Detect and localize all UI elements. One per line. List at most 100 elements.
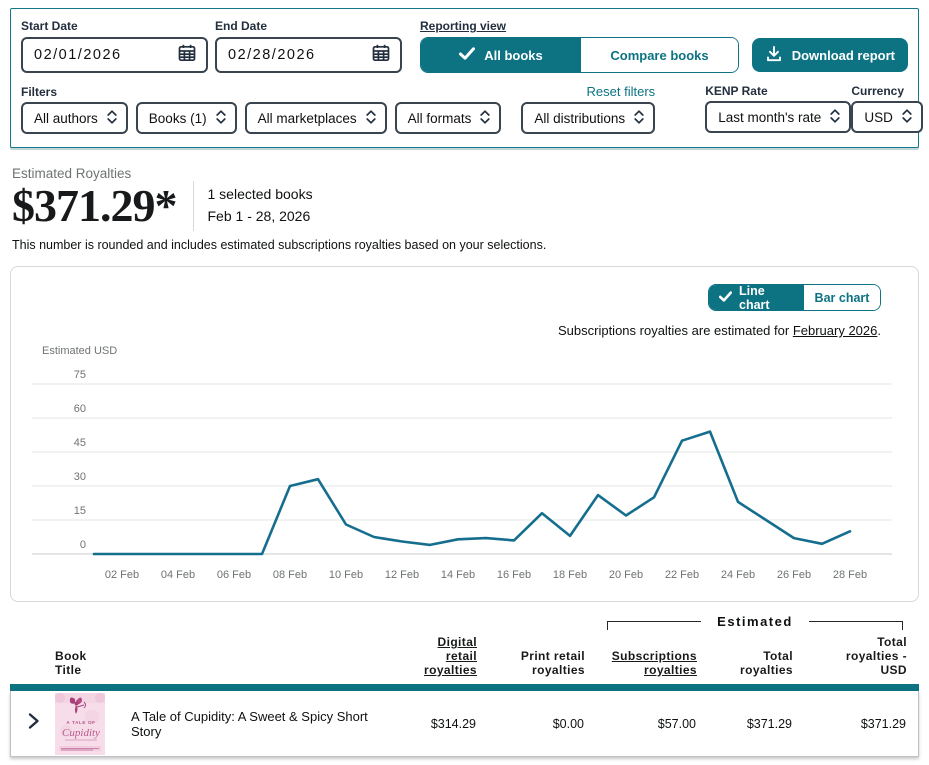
kenp-rate-label: KENP Rate — [705, 84, 768, 98]
kenp-rate-value: Last month's rate — [718, 109, 822, 125]
selected-books-count: 1 selected books — [207, 186, 313, 203]
dropdown-icon — [830, 108, 840, 127]
y-tick-label: 0 — [80, 539, 86, 551]
column-digital-retail-royalties[interactable]: Digital retail royalties — [424, 635, 477, 677]
reporting-view-label[interactable]: Reporting view — [420, 19, 507, 33]
download-report-button[interactable]: Download report — [751, 38, 908, 72]
end-date-label: End Date — [215, 19, 268, 33]
dropdown-icon — [634, 109, 644, 128]
x-tick-label: 12 Feb — [385, 569, 419, 581]
compare-books-label: Compare books — [610, 47, 709, 63]
distributions-dropdown[interactable]: All distributions — [521, 102, 656, 134]
calendar-icon[interactable] — [177, 43, 197, 67]
book-title[interactable]: A Tale of Cupidity: A Sweet & Spicy Shor… — [131, 708, 368, 739]
chart-subtitle-period: . — [877, 323, 881, 338]
y-axis-title: Estimated USD — [42, 345, 117, 357]
y-tick-label: 45 — [74, 437, 86, 449]
dropdown-icon — [215, 109, 226, 128]
calendar-icon[interactable] — [371, 43, 391, 67]
end-date-field: End Date 02/28/2026 — [215, 19, 402, 73]
column-total-royalties: Total royalties — [740, 648, 793, 677]
distributions-dropdown-value: All distributions — [534, 110, 626, 126]
line-chart-toggle[interactable]: Line chart — [709, 285, 804, 310]
start-date-input[interactable]: 02/01/2026 — [21, 37, 208, 73]
all-books-toggle[interactable]: All books — [421, 38, 581, 72]
authors-dropdown[interactable]: All authors — [21, 102, 128, 134]
estimated-columns-bracket: Estimated — [607, 614, 903, 630]
formats-dropdown[interactable]: All formats — [394, 102, 502, 134]
currency-label: Currency — [851, 84, 905, 98]
table-header: Book Title Digital retail royalties Prin… — [10, 612, 919, 684]
formats-dropdown-value: All formats — [407, 110, 472, 126]
print-retail-royalties-value: $0.00 — [552, 716, 584, 731]
x-tick-label: 28 Feb — [833, 569, 867, 581]
column-subscriptions-royalties[interactable]: Subscriptions royalties — [611, 648, 697, 677]
month-link[interactable]: February 2026 — [792, 323, 878, 338]
x-tick-label: 26 Feb — [777, 569, 811, 581]
chart-panel: Line chart Bar chart Subscriptions royal… — [10, 266, 919, 602]
start-date-field: Start Date 02/01/2026 — [21, 19, 208, 73]
reset-filters-link[interactable]: Reset filters — [586, 84, 656, 99]
x-tick-label: 08 Feb — [273, 569, 307, 581]
book-cover-thumbnail[interactable]: A TALE OF Cupidity — [55, 692, 117, 755]
x-tick-label: 16 Feb — [497, 569, 531, 581]
filters-label: Filters — [21, 85, 58, 99]
end-date-value: 02/28/2026 — [228, 47, 316, 63]
currency-dropdown[interactable]: USD — [851, 101, 923, 133]
books-dropdown-value: Books (1) — [148, 110, 207, 126]
start-date-label: Start Date — [21, 19, 78, 33]
row-expand-button[interactable] — [11, 712, 55, 735]
reporting-view-toggle: All books Compare books — [420, 37, 739, 73]
marketplaces-dropdown[interactable]: All marketplaces — [244, 102, 387, 134]
table-top-bar — [10, 684, 919, 692]
chart-subtitle: Subscriptions royalties are estimated fo… — [24, 323, 905, 338]
end-date-input[interactable]: 02/28/2026 — [215, 37, 402, 73]
bar-chart-toggle[interactable]: Bar chart — [804, 285, 880, 310]
y-tick-label: 15 — [74, 505, 86, 517]
x-tick-label: 14 Feb — [441, 569, 475, 581]
chevron-right-icon — [27, 712, 40, 735]
dropdown-icon — [365, 109, 376, 128]
x-tick-label: 04 Feb — [161, 569, 195, 581]
x-tick-label: 18 Feb — [553, 569, 587, 581]
x-tick-label: 06 Feb — [217, 569, 251, 581]
dropdown-icon — [902, 108, 912, 127]
y-tick-label: 75 — [74, 369, 86, 381]
filters-cluster: Filters Reset filters All authors Books … — [21, 84, 656, 134]
table-row: A TALE OF Cupidity A Tale of Cupidity: A… — [10, 691, 919, 758]
bar-chart-label: Bar chart — [814, 290, 870, 305]
dropdown-icon — [480, 109, 491, 128]
estimated-group-label: Estimated — [701, 614, 809, 629]
estimated-royalties-label: Estimated Royalties — [12, 166, 132, 181]
check-icon — [718, 290, 733, 305]
download-icon — [765, 45, 783, 66]
check-icon — [459, 47, 476, 63]
kenp-rate-group: KENP Rate Last month's rate — [705, 84, 852, 133]
royalties-summary: Estimated Royalties $371.29* 1 selected … — [10, 166, 919, 252]
chart-type-toggle: Line chart Bar chart — [708, 284, 881, 311]
total-royalties-value: $371.29 — [746, 716, 792, 731]
royalties-line-chart: Estimated USD 0 15 30 45 60 75 02 Feb 04 Feb 06 F… — [32, 345, 892, 581]
royalties-table: Estimated Book Title Digital retail roya… — [10, 612, 919, 758]
compare-books-toggle[interactable]: Compare books — [581, 38, 738, 72]
kenp-rate-dropdown[interactable]: Last month's rate — [705, 101, 852, 133]
x-tick-label: 20 Feb — [609, 569, 643, 581]
x-tick-label: 24 Feb — [721, 569, 755, 581]
cover-script-title: Cupidity — [62, 727, 100, 739]
summary-date-range: Feb 1 - 28, 2026 — [207, 208, 311, 224]
filters-panel: Start Date 02/01/2026 End Date 02/28/202… — [10, 8, 923, 148]
royalties-amount: $371.29* — [12, 179, 177, 231]
dropdown-icon — [107, 109, 117, 128]
royalties-line-series — [92, 430, 852, 556]
currency-value: USD — [864, 109, 893, 125]
books-dropdown[interactable]: Books (1) — [135, 102, 237, 134]
authors-dropdown-value: All authors — [34, 110, 98, 126]
currency-group: Currency USD — [851, 84, 923, 133]
column-print-retail-royalties: Print retail royalties — [520, 648, 585, 677]
x-tick-label: 22 Feb — [665, 569, 699, 581]
cupid-figure — [69, 697, 86, 714]
digital-retail-royalties-value: $314.29 — [430, 716, 476, 731]
reporting-view-group: Reporting view All books Compare books — [420, 19, 739, 73]
column-book-title: Book Title — [55, 648, 87, 677]
